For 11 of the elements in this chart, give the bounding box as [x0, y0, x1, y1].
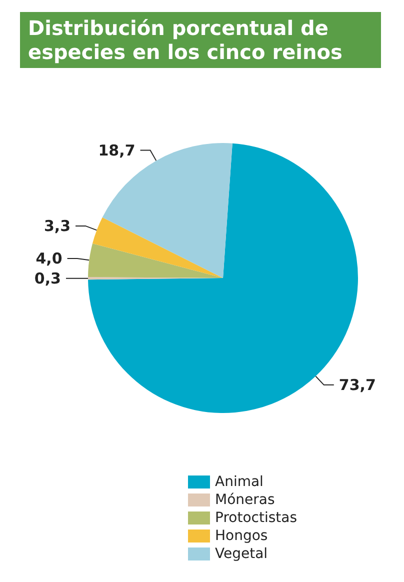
legend-label: Protoctistas	[215, 510, 297, 526]
legend-label: Animal	[215, 474, 264, 490]
data-label: 18,7	[98, 141, 136, 160]
data-label: 3,3	[44, 216, 71, 235]
data-label: 0,3	[34, 269, 61, 288]
chart-title: Distribución porcentual de especies en los cinco reinos	[28, 16, 342, 64]
legend-label: Vegetal	[215, 546, 268, 562]
legend-label: Hongos	[215, 528, 268, 544]
legend-label: Móneras	[215, 492, 275, 508]
data-label: 73,7	[338, 376, 376, 394]
data-label: 4,0	[36, 250, 62, 268]
